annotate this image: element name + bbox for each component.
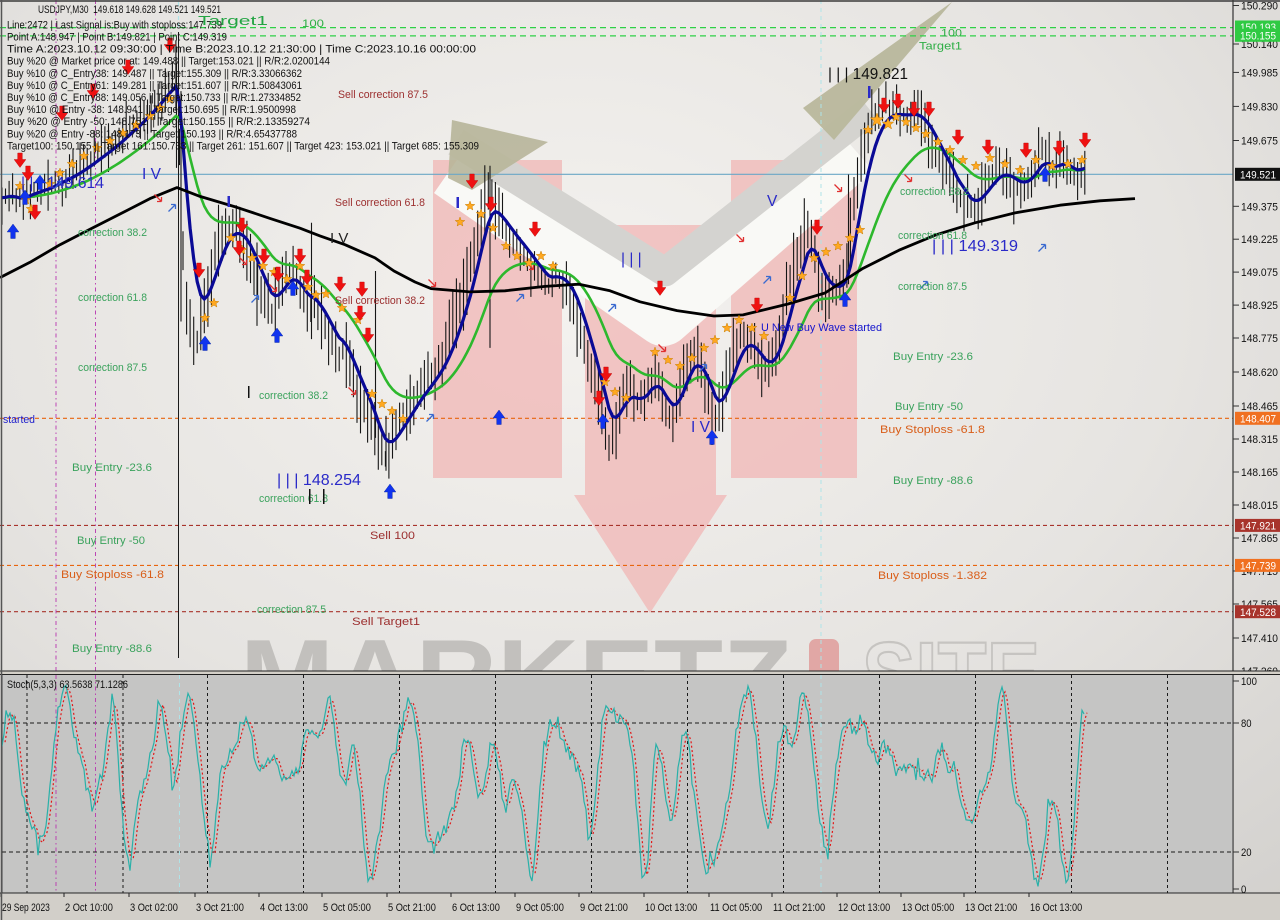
- svg-text:V: V: [767, 193, 778, 210]
- svg-text:147.865: 147.865: [1241, 533, 1278, 545]
- svg-text:Buy Entry -23.6: Buy Entry -23.6: [893, 351, 973, 363]
- svg-text:Sell 100: Sell 100: [370, 530, 415, 542]
- svg-text:Stoch(5,3,3) 63.5638 71.1286: Stoch(5,3,3) 63.5638 71.1286: [7, 679, 128, 691]
- svg-text:Target100: 150.155 || Target 1: Target100: 150.155 || Target 161:150.733…: [7, 140, 479, 152]
- svg-text:| | | 149.319: | | | 149.319: [932, 238, 1018, 255]
- svg-text:5 Oct 05:00: 5 Oct 05:00: [323, 902, 371, 914]
- svg-text:Point A:148.947 | Point B:149.: Point A:148.947 | Point B:149.821 | Poin…: [7, 32, 227, 44]
- svg-text:9 Oct 21:00: 9 Oct 21:00: [580, 902, 628, 914]
- svg-text:correction 38.2: correction 38.2: [78, 227, 147, 239]
- svg-text:148.315: 148.315: [1241, 434, 1278, 446]
- svg-text:148.465: 148.465: [1241, 401, 1278, 413]
- svg-text:149.225: 149.225: [1241, 234, 1278, 246]
- svg-text:150.155: 150.155: [1240, 31, 1276, 43]
- svg-text:20: 20: [1241, 847, 1252, 859]
- svg-text:5 Oct 21:00: 5 Oct 21:00: [388, 902, 436, 914]
- svg-text:148.407: 148.407: [1240, 414, 1276, 426]
- svg-text:Buy %20 @ Market price or at:: Buy %20 @ Market price or at: 149.488 ||…: [7, 56, 330, 68]
- svg-text:correction 87.5: correction 87.5: [78, 362, 147, 374]
- svg-text:Target1: Target1: [198, 13, 268, 28]
- svg-text:Buy Entry -88.6: Buy Entry -88.6: [72, 643, 152, 655]
- svg-text:16 Oct 13:00: 16 Oct 13:00: [1030, 902, 1082, 914]
- svg-text:Buy Entry -88.6: Buy Entry -88.6: [893, 475, 973, 487]
- svg-text:correction 38.2: correction 38.2: [259, 390, 328, 402]
- svg-text:| | |: | | |: [621, 251, 642, 268]
- svg-text:Sell correction 38.2: Sell correction 38.2: [335, 295, 425, 307]
- svg-text:Buy %10 @ C_Entry38: 149.487 |: Buy %10 @ C_Entry38: 149.487 || Target:1…: [7, 68, 302, 80]
- svg-text:Buy %10 @ C_Entry61: 149.281 |: Buy %10 @ C_Entry61: 149.281 || Target:1…: [7, 80, 302, 92]
- svg-text:correction 87.5: correction 87.5: [257, 604, 326, 616]
- svg-text:9 Oct 05:00: 9 Oct 05:00: [516, 902, 564, 914]
- svg-text:SITE: SITE: [862, 622, 1040, 731]
- svg-text:2 Oct 10:00: 2 Oct 10:00: [65, 902, 113, 914]
- svg-text:147.410: 147.410: [1241, 633, 1278, 645]
- svg-text:| |: | |: [21, 175, 33, 192]
- svg-text:correction 61.8: correction 61.8: [898, 230, 967, 242]
- svg-text:148.925: 148.925: [1241, 300, 1278, 312]
- svg-text:Buy %20 @ Entry -50: 148.751 |: Buy %20 @ Entry -50: 148.751 || Target:1…: [7, 116, 310, 128]
- svg-text:148.775: 148.775: [1241, 333, 1278, 345]
- svg-text:MARKETZ: MARKETZ: [240, 619, 792, 735]
- svg-text:149.675: 149.675: [1241, 136, 1278, 148]
- svg-text:Buy Stoploss -61.8: Buy Stoploss -61.8: [880, 424, 985, 436]
- svg-text:correction 61.8: correction 61.8: [259, 493, 328, 505]
- svg-text:correction 87.5: correction 87.5: [898, 281, 967, 293]
- svg-text:149.830: 149.830: [1241, 101, 1278, 113]
- svg-text:Buy Entry -23.6: Buy Entry -23.6: [72, 462, 152, 474]
- svg-text:I V: I V: [330, 230, 348, 247]
- svg-text:USDJPY,M30 149.618 149.628 14: USDJPY,M30 149.618 149.628 149.521 149.5…: [38, 4, 221, 16]
- svg-text:correction 38.2: correction 38.2: [900, 186, 969, 198]
- svg-text:4 Oct 13:00: 4 Oct 13:00: [260, 902, 308, 914]
- svg-text:3 Oct 21:00: 3 Oct 21:00: [196, 902, 244, 914]
- svg-text:Sell correction 61.8: Sell correction 61.8: [335, 197, 425, 209]
- svg-text:Buy %10 @ Entry -38: 148.941 |: Buy %10 @ Entry -38: 148.941 || Target:1…: [7, 104, 296, 116]
- svg-text:12 Oct 13:00: 12 Oct 13:00: [838, 902, 890, 914]
- svg-text:149.375: 149.375: [1241, 201, 1278, 213]
- svg-text:100: 100: [1241, 676, 1257, 688]
- svg-text:150.140: 150.140: [1241, 39, 1278, 51]
- svg-text:100: 100: [941, 28, 962, 40]
- svg-text:I V: I V: [142, 166, 162, 183]
- svg-text:10 Oct 13:00: 10 Oct 13:00: [645, 902, 697, 914]
- svg-text:U New Buy Wave started: U New Buy Wave started: [761, 322, 882, 334]
- svg-text:148.620: 148.620: [1241, 367, 1278, 379]
- svg-text:29 Sep 2023: 29 Sep 2023: [2, 902, 50, 914]
- svg-text:100: 100: [302, 18, 324, 30]
- svg-text:Buy %10 @ C_Entry88: 149.056 |: Buy %10 @ C_Entry88: 149.056 || Target:1…: [7, 92, 301, 104]
- svg-text:Buy Stoploss -1.382: Buy Stoploss -1.382: [878, 570, 987, 582]
- svg-text:11 Oct 21:00: 11 Oct 21:00: [773, 902, 825, 914]
- svg-text:147.739: 147.739: [1240, 561, 1276, 573]
- svg-text:3 Oct 02:00: 3 Oct 02:00: [130, 902, 178, 914]
- svg-text:Target1: Target1: [919, 41, 962, 53]
- svg-text:Buy Entry -50: Buy Entry -50: [77, 535, 145, 547]
- svg-text:| | | 148.254: | | | 148.254: [277, 472, 361, 489]
- svg-text:149.521: 149.521: [1240, 170, 1276, 182]
- svg-text:Line:2472 | Last Signal is:Buy: Line:2472 | Last Signal is:Buy with stop…: [7, 19, 222, 31]
- svg-text:147.921: 147.921: [1240, 521, 1276, 533]
- svg-text:Buy Stoploss -61.8: Buy Stoploss -61.8: [61, 569, 164, 581]
- svg-text:Sell Target1: Sell Target1: [352, 616, 420, 628]
- svg-text:150.290: 150.290: [1241, 1, 1278, 13]
- svg-text:started: started: [3, 414, 35, 426]
- svg-text:148.015: 148.015: [1241, 500, 1278, 512]
- svg-text:149.075: 149.075: [1241, 267, 1278, 279]
- svg-text:147.528: 147.528: [1240, 607, 1276, 619]
- svg-text:149.614: 149.614: [47, 175, 104, 192]
- svg-text:13 Oct 05:00: 13 Oct 05:00: [902, 902, 954, 914]
- svg-text:13 Oct 21:00: 13 Oct 21:00: [965, 902, 1017, 914]
- svg-text:Sell correction 87.5: Sell correction 87.5: [338, 89, 428, 101]
- svg-text:6 Oct 13:00: 6 Oct 13:00: [452, 902, 500, 914]
- svg-text:| | | 149.821: | | | 149.821: [828, 66, 908, 83]
- svg-text:Buy Entry -50: Buy Entry -50: [895, 401, 963, 413]
- svg-text:I V: I V: [691, 419, 711, 436]
- svg-text:correction 61.8: correction 61.8: [78, 292, 147, 304]
- svg-text:149.985: 149.985: [1241, 67, 1278, 79]
- svg-text:Time A:2023.10.12 09:30:00 | T: Time A:2023.10.12 09:30:00 | Time B:2023…: [7, 44, 476, 56]
- svg-text:Buy %20 @ Entry -88: 148.173 |: Buy %20 @ Entry -88: 148.173 || Target:1…: [7, 128, 297, 140]
- svg-text:80: 80: [1241, 718, 1252, 730]
- svg-text:11 Oct 05:00: 11 Oct 05:00: [710, 902, 762, 914]
- svg-text:0: 0: [1241, 884, 1246, 896]
- svg-text:148.165: 148.165: [1241, 467, 1278, 479]
